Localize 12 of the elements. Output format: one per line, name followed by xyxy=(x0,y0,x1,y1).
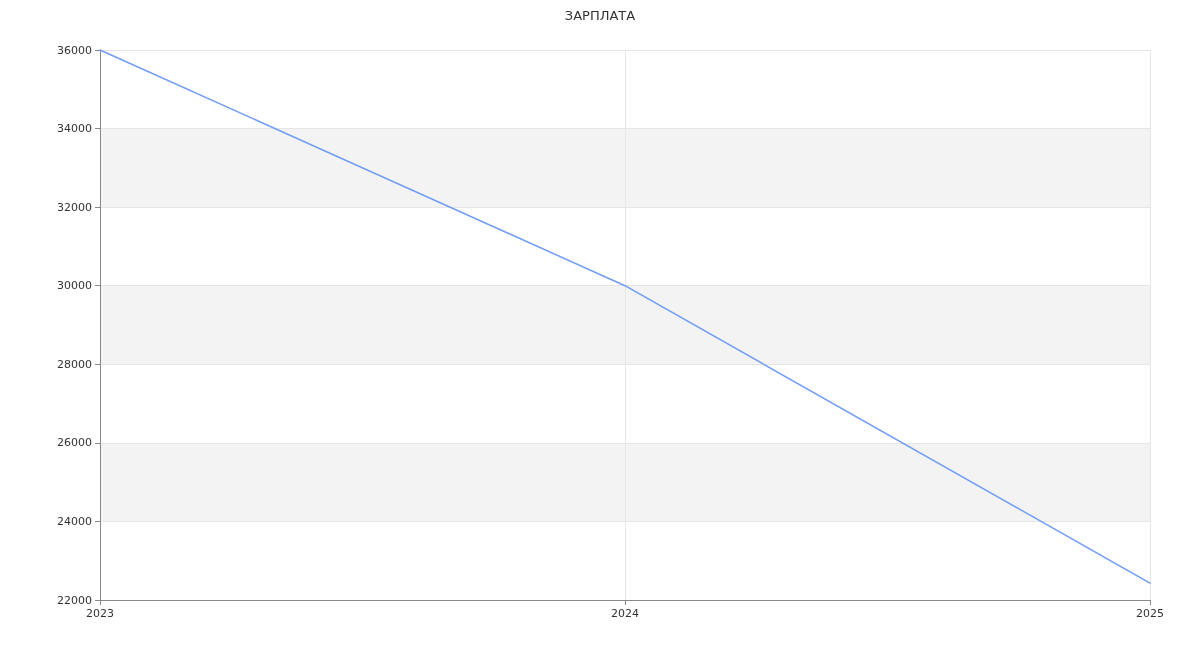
y-tick-label: 24000 xyxy=(57,514,92,528)
x-tick-label: 2023 xyxy=(86,607,114,620)
x-tick-label: 2024 xyxy=(611,607,639,620)
y-tick-label: 34000 xyxy=(57,122,92,136)
chart-title: ЗАРПЛАТА xyxy=(564,8,636,23)
x-tick-label: 2025 xyxy=(1136,607,1164,620)
y-tick-label: 28000 xyxy=(57,357,92,371)
y-tick-label: 26000 xyxy=(57,436,92,450)
y-tick-label: 22000 xyxy=(57,593,92,607)
y-tick-label: 32000 xyxy=(57,200,92,214)
y-tick-label: 36000 xyxy=(57,43,92,57)
y-tick-label: 30000 xyxy=(57,279,92,293)
